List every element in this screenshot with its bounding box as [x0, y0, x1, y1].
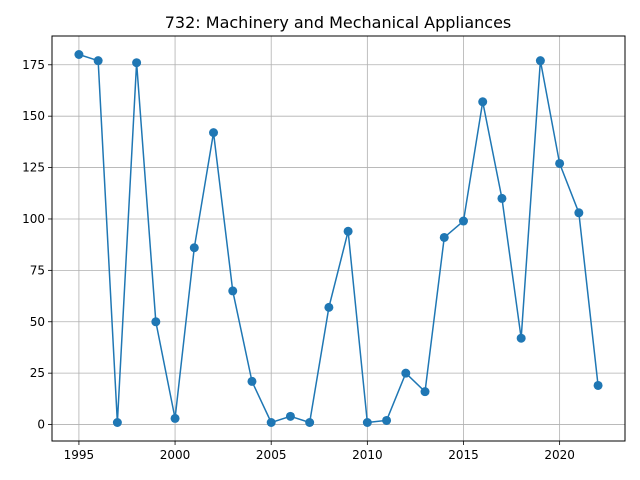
data-point	[209, 128, 219, 138]
x-tick-label: 2020	[544, 448, 575, 462]
data-point	[170, 413, 180, 423]
data-point	[266, 417, 276, 427]
data-point	[593, 380, 603, 390]
y-tick-label: 50	[30, 315, 45, 329]
data-point	[458, 216, 468, 226]
x-tick-label: 1995	[64, 448, 95, 462]
x-tick-label: 2010	[352, 448, 383, 462]
series-layer	[74, 50, 603, 427]
data-point	[382, 415, 392, 425]
data-point	[497, 193, 507, 203]
x-tick-label: 2015	[448, 448, 479, 462]
data-point	[478, 97, 488, 107]
y-tick-label: 125	[22, 161, 45, 175]
data-point	[305, 417, 315, 427]
data-point	[516, 333, 526, 343]
data-point	[439, 232, 449, 242]
y-tick-label: 150	[22, 109, 45, 123]
y-tick-label: 75	[30, 263, 45, 277]
x-tick-label: 2005	[256, 448, 287, 462]
chart-title: 732: Machinery and Mechanical Appliances	[165, 13, 512, 32]
data-point	[343, 226, 353, 236]
y-tick-label: 25	[30, 366, 45, 380]
axes: 1995 2000 2005 2010 2015 2020 0 25 50 75 100 125 150…	[22, 58, 575, 462]
data-point	[401, 368, 411, 378]
y-tick-label: 100	[22, 212, 45, 226]
data-point	[535, 56, 545, 66]
y-tick-label: 175	[22, 58, 45, 72]
data-point	[574, 208, 584, 218]
data-point	[324, 302, 334, 312]
data-point	[74, 50, 84, 60]
data-point	[132, 58, 142, 68]
data-point	[228, 286, 238, 296]
data-point	[362, 417, 372, 427]
data-point	[112, 417, 122, 427]
y-tick-label: 0	[37, 418, 45, 432]
data-point	[151, 317, 161, 327]
x-tick-label: 2000	[160, 448, 191, 462]
series-line	[78, 53, 599, 424]
data-point	[189, 243, 199, 253]
plot-frame	[51, 35, 626, 442]
data-point	[555, 158, 565, 168]
data-point	[420, 387, 430, 397]
data-point	[247, 376, 257, 386]
data-point	[285, 411, 295, 421]
data-point	[93, 56, 103, 66]
